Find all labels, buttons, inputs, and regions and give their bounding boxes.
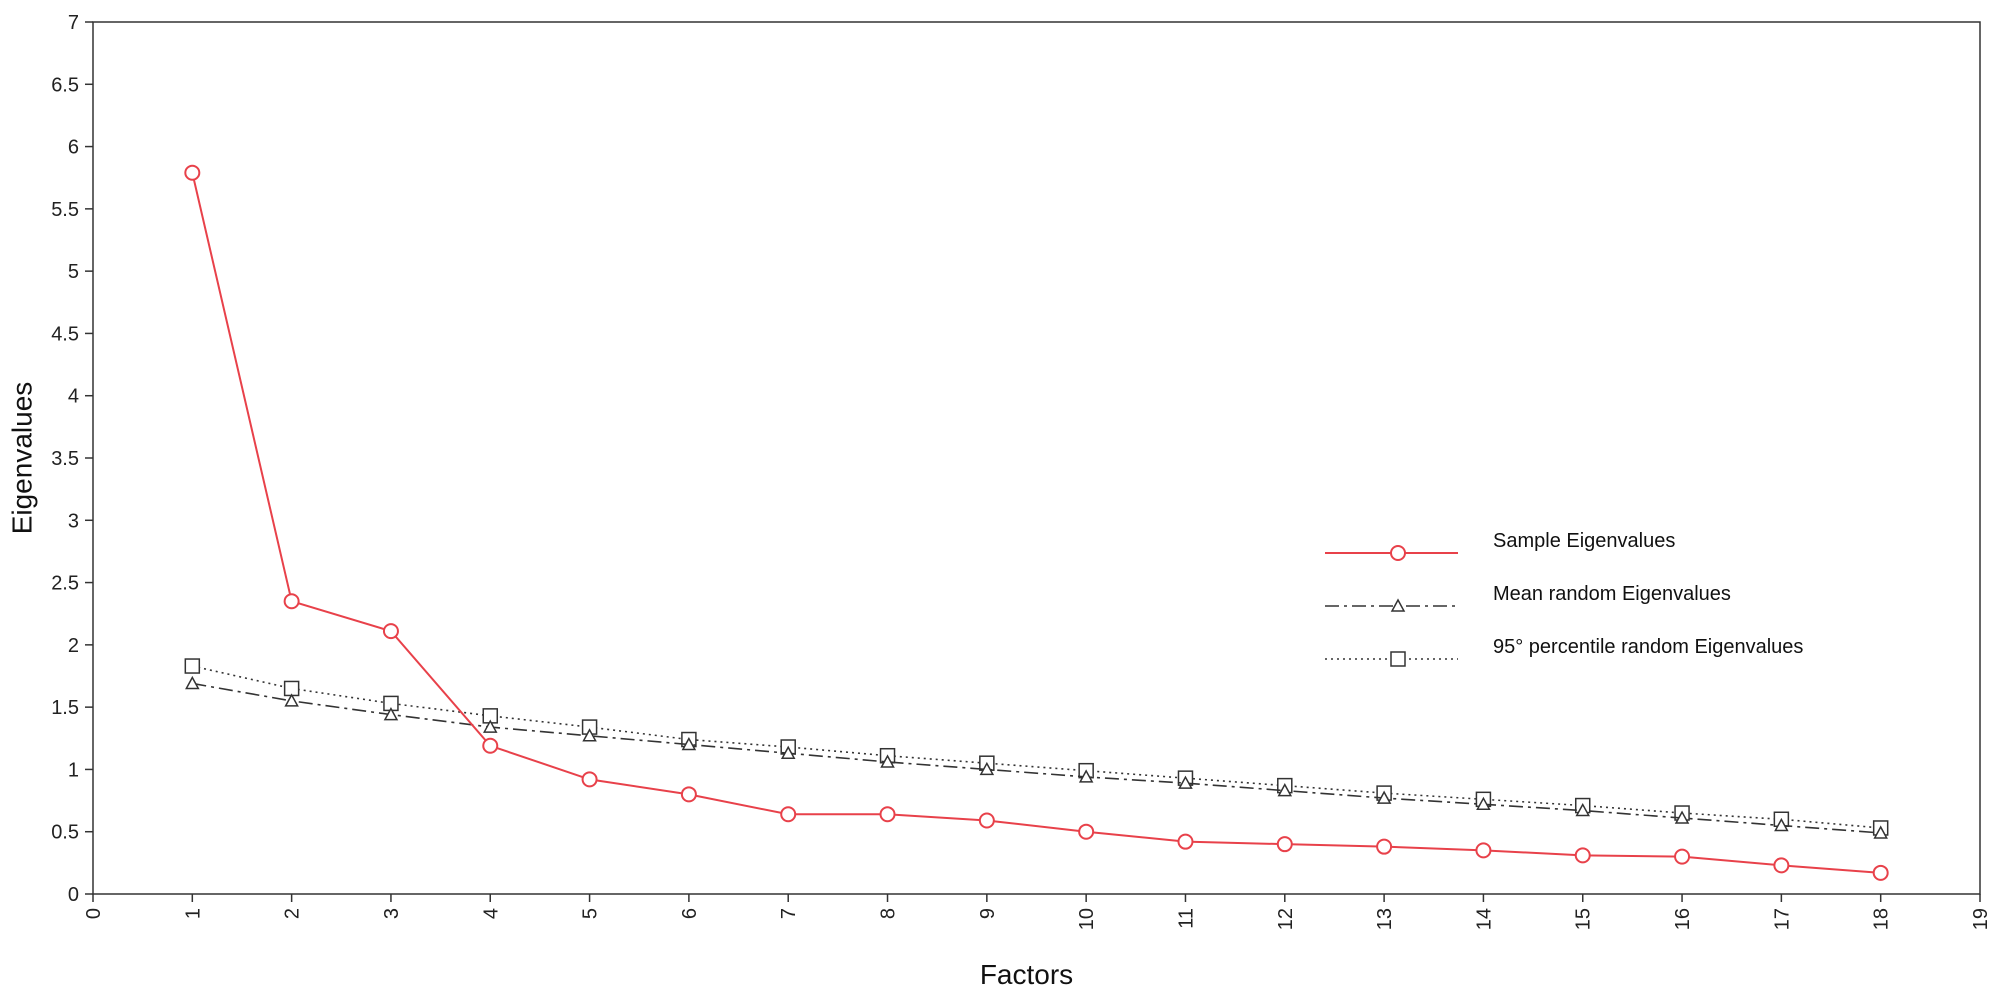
- triangle-marker: [284, 693, 299, 707]
- y-tick-label: 1.5: [51, 697, 79, 719]
- y-tick-label: 3.5: [51, 448, 79, 470]
- y-tick-label: 4: [68, 386, 79, 408]
- legend-label: Sample Eigenvalues: [1493, 530, 1675, 552]
- plot-frame: [92, 21, 1981, 895]
- circle-marker: [184, 164, 201, 181]
- x-tick-label: 12: [1275, 908, 1297, 930]
- triangle-marker: [1476, 796, 1491, 811]
- x-tick-label: 14: [1473, 908, 1495, 930]
- triangle-marker: [1277, 783, 1293, 797]
- y-tick-label: 2.5: [51, 573, 79, 595]
- y-tick-label: 4.5: [51, 323, 79, 345]
- series-0: [184, 164, 1889, 881]
- series-line: [192, 682, 1881, 834]
- x-tick-label: 13: [1374, 908, 1396, 930]
- y-tick-label: 6.5: [51, 74, 79, 96]
- y-tick-label: 5.5: [51, 199, 79, 221]
- square-marker: [184, 658, 201, 674]
- circle-marker: [382, 623, 399, 640]
- triangle-marker: [1376, 790, 1392, 804]
- circle-marker: [283, 593, 300, 610]
- circle-marker: [1773, 857, 1790, 874]
- x-tick-label: 9: [977, 908, 999, 919]
- x-tick-label: 0: [83, 908, 105, 919]
- y-tick-label: 1: [68, 759, 79, 781]
- legend-label: 95° percentile random Eigenvalues: [1493, 636, 1803, 658]
- x-tick-label: 8: [878, 908, 900, 919]
- x-tick-label: 5: [580, 908, 602, 919]
- series-1: [185, 675, 1888, 839]
- triangle-marker: [1575, 802, 1591, 817]
- legend-item: 95° percentile random Eigenvalues: [1325, 636, 1803, 667]
- triangle-marker: [1873, 825, 1888, 839]
- y-tick-label: 5: [68, 261, 79, 283]
- y-tick-label: 0: [68, 884, 79, 906]
- x-axis-ticks: 0 1 2 3 4 5 6 7 8 9 10 11 12 13 14 15 16 17 18 19: [83, 894, 1992, 930]
- triangle-marker: [383, 707, 399, 721]
- y-tick-label: 3: [68, 510, 79, 532]
- circle-marker: [1276, 836, 1293, 853]
- x-tick-label: 2: [282, 908, 304, 919]
- legend-item: Mean random Eigenvalues: [1325, 583, 1731, 612]
- y-tick-label: 6: [68, 137, 79, 159]
- x-tick-label: 19: [1970, 908, 1992, 930]
- triangle-marker: [780, 745, 796, 759]
- triangle-marker: [1178, 775, 1193, 789]
- triangle-marker: [1774, 817, 1789, 832]
- legend: Sample Eigenvalues Mean random Eigenvalue…: [1325, 530, 1803, 667]
- y-tick-label: 0.5: [51, 822, 79, 844]
- triangle-marker: [1674, 810, 1690, 824]
- x-tick-label: 17: [1771, 908, 1793, 930]
- x-tick-label: 10: [1076, 908, 1098, 930]
- x-axis-title: Factors: [980, 959, 1073, 987]
- y-axis-title: Eigenvalues: [6, 382, 37, 535]
- x-tick-label: 6: [679, 908, 701, 919]
- x-tick-label: 3: [381, 908, 403, 919]
- circle-marker: [581, 771, 598, 788]
- series-layer: [184, 164, 1889, 881]
- circle-marker: [482, 737, 499, 754]
- legend-item: Sample Eigenvalues: [1325, 530, 1675, 561]
- x-tick-label: 15: [1573, 908, 1595, 930]
- triangle-marker: [681, 736, 697, 751]
- circle-marker: [1674, 848, 1691, 865]
- triangle-marker: [582, 728, 597, 742]
- circle-marker: [1390, 545, 1406, 561]
- square-marker: [1390, 651, 1406, 667]
- x-tick-label: 16: [1672, 908, 1694, 930]
- circle-marker: [1475, 842, 1492, 859]
- x-tick-label: 11: [1175, 908, 1197, 929]
- triangle-marker: [1390, 598, 1406, 612]
- triangle-marker: [185, 675, 200, 690]
- triangle-marker: [880, 754, 895, 768]
- triangle-marker: [1078, 769, 1094, 783]
- x-tick-label: 4: [480, 908, 502, 919]
- circle-marker: [780, 806, 797, 823]
- circle-marker: [1078, 823, 1095, 840]
- x-tick-label: 7: [778, 908, 800, 919]
- circle-marker: [1177, 833, 1194, 850]
- legend-label: Mean random Eigenvalues: [1493, 583, 1731, 605]
- circle-marker: [1872, 864, 1889, 881]
- circle-marker: [978, 812, 995, 829]
- circle-marker: [879, 806, 896, 823]
- circle-marker: [680, 786, 697, 803]
- circle-marker: [1376, 838, 1393, 855]
- y-axis-ticks: 0 0.5 1 1.5 2 2.5 3 3.5 4 4.5 5 5.5 6 6.5 7: [51, 12, 93, 906]
- circle-marker: [1574, 847, 1591, 864]
- y-tick-label: 7: [68, 12, 79, 34]
- series-line: [191, 172, 1881, 874]
- y-tick-label: 2: [68, 635, 79, 657]
- triangle-marker: [979, 761, 995, 776]
- x-tick-label: 18: [1871, 908, 1893, 930]
- x-tick-label: 1: [182, 908, 204, 919]
- triangle-marker: [482, 719, 498, 733]
